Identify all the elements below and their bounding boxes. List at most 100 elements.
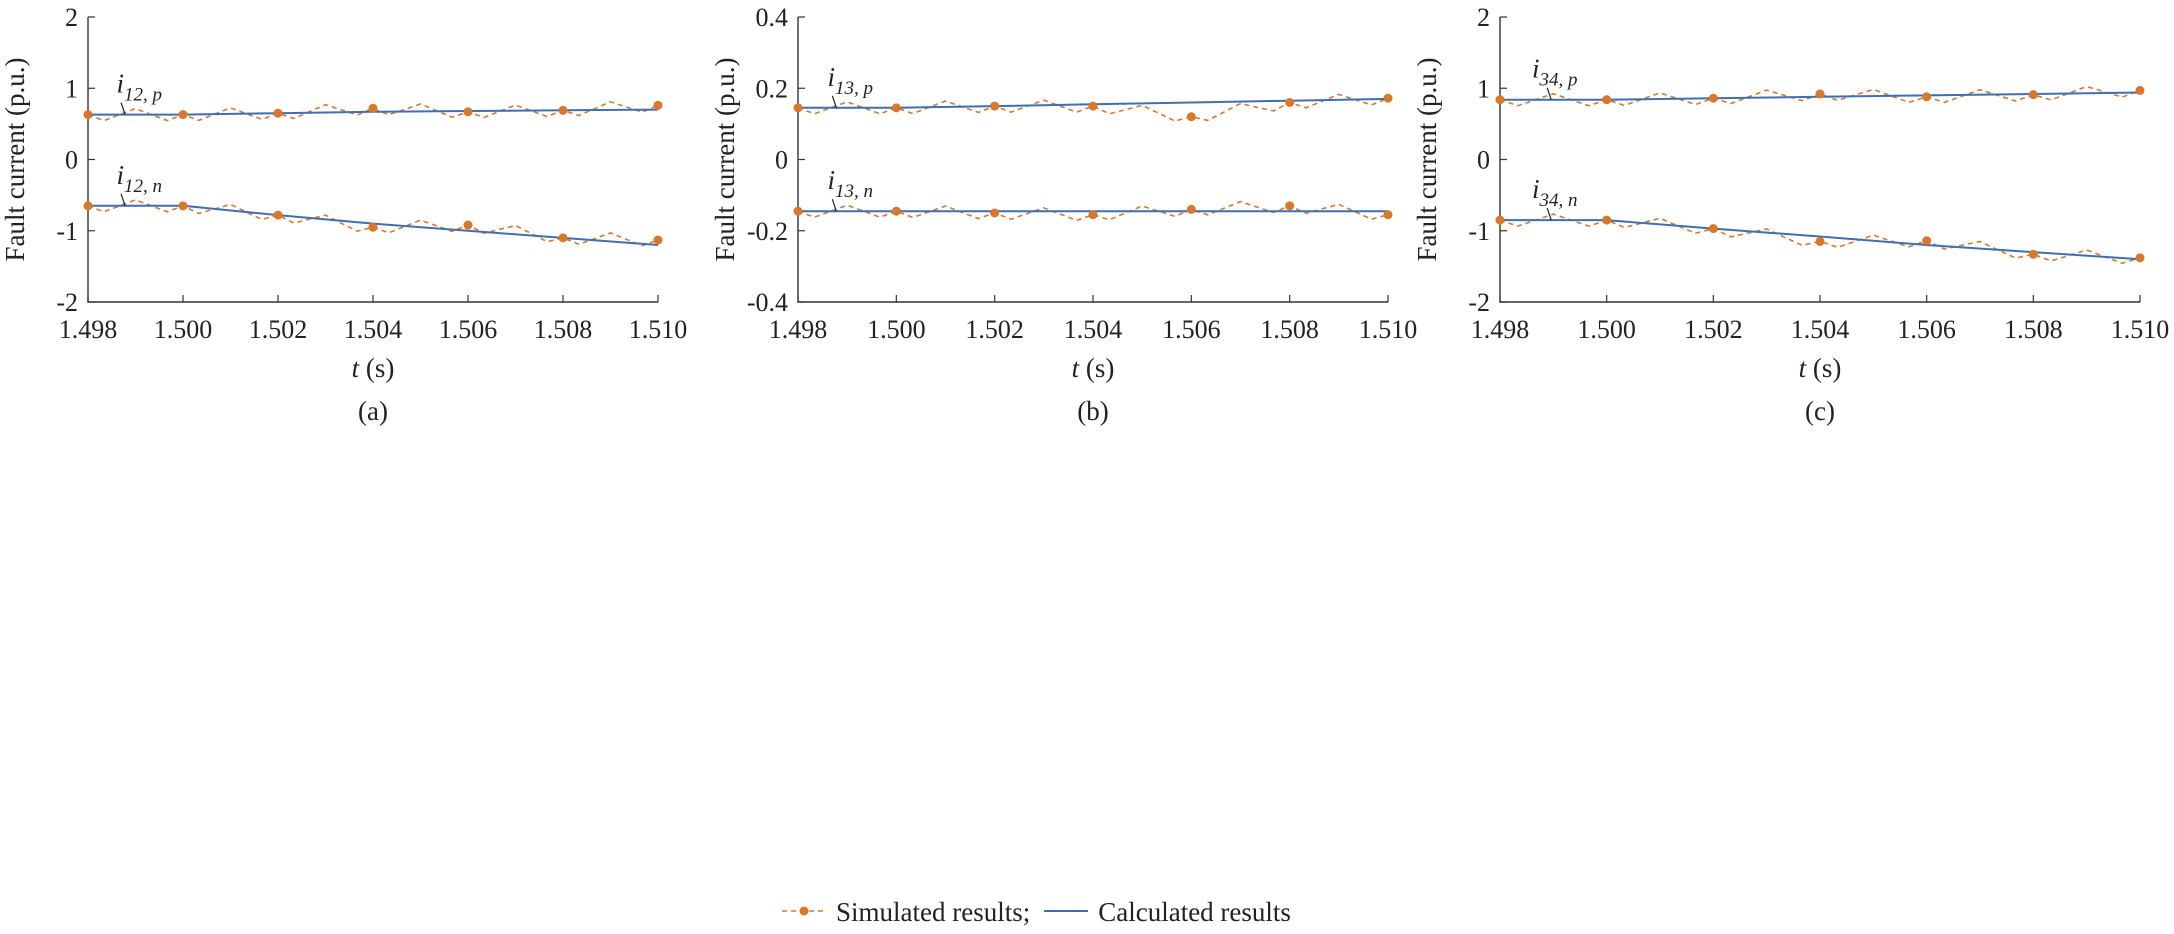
- y-tick-label: 0: [1477, 146, 1490, 175]
- simulated-point: [1708, 93, 1718, 103]
- simulated-point: [1186, 204, 1196, 214]
- x-axis-label: t (s): [1072, 353, 1115, 383]
- simulated-point: [793, 206, 803, 216]
- panel-caption: (b): [1077, 396, 1108, 426]
- x-tick-label: 1.502: [965, 315, 1024, 344]
- x-tick-label: 1.500: [867, 315, 926, 344]
- simulated-point: [891, 103, 901, 113]
- x-tick-label: 1.506: [1162, 315, 1221, 344]
- x-tick-label: 1.508: [1260, 315, 1319, 344]
- simulated-point: [1495, 95, 1505, 105]
- simulated-point: [1815, 89, 1825, 99]
- y-tick-label: 0.2: [756, 74, 789, 103]
- simulated-point: [558, 233, 568, 243]
- y-tick-label: 1: [1477, 74, 1490, 103]
- simulated-point: [1383, 93, 1393, 103]
- y-tick-label: 1: [65, 74, 78, 103]
- simulated-point: [83, 110, 93, 120]
- x-tick-label: 1.506: [1897, 315, 1956, 344]
- y-tick-label: 0.4: [756, 3, 789, 32]
- x-tick-label: 1.498: [1471, 315, 1530, 344]
- x-tick-label: 1.510: [629, 315, 688, 344]
- curve-label: i12, p: [117, 69, 163, 106]
- simulated-point: [1602, 95, 1612, 105]
- plot-group-b: 0.4 0.2 0 -0.2 -0.41.498 1.500 1.502 1.504 1.506…: [710, 3, 1417, 426]
- label-leader: [120, 193, 126, 207]
- simulated-point: [1495, 215, 1505, 225]
- simulated-point: [1186, 112, 1196, 122]
- y-tick-label: 0: [65, 146, 78, 175]
- y-tick-label: -0.4: [747, 288, 788, 317]
- simulated-point: [990, 101, 1000, 111]
- chart-panel-f: 10-1-2-3-4-51.4981.5001.5021.5041.5061.5…: [0, 0, 2174, 445]
- simulated-point: [793, 103, 803, 113]
- y-tick-label: -2: [1468, 288, 1490, 317]
- y-tick-label: -2: [56, 288, 78, 317]
- x-tick-label: 1.510: [2111, 315, 2170, 344]
- legend-simulated-label: Simulated results;: [836, 896, 1031, 927]
- legend-calculated-label: Calculated results: [1098, 896, 1291, 927]
- y-axis-label: Fault current (p.u.): [0, 58, 30, 262]
- simulated-point: [2135, 253, 2145, 263]
- simulated-point: [653, 235, 663, 245]
- simulated-point: [1088, 101, 1098, 111]
- x-tick-label: 1.506: [439, 315, 498, 344]
- simulated-point: [1815, 236, 1825, 246]
- simulated-point: [1285, 98, 1295, 107]
- simulated-point: [891, 206, 901, 216]
- simulated-point: [273, 210, 283, 220]
- y-tick-label: -1: [1468, 217, 1490, 246]
- x-tick-label: 1.508: [534, 315, 593, 344]
- curve-label: i34, n: [1532, 174, 1578, 211]
- simulated-point: [1088, 210, 1098, 220]
- panel-caption: (c): [1805, 396, 1835, 426]
- x-tick-label: 1.502: [1684, 315, 1743, 344]
- simulated-point: [1602, 215, 1612, 225]
- simulated-point: [2135, 85, 2145, 95]
- x-tick-label: 1.504: [1791, 315, 1850, 344]
- simulated-point: [368, 103, 378, 113]
- y-tick-label: 2: [65, 3, 78, 32]
- chart-panel-c: 2 1 0 -1 -21.498 1.500 1.502 1.504 1.506 1.508 1.5…: [1412, 3, 2169, 426]
- simulated-point: [1922, 236, 1932, 246]
- simulated-point: [83, 201, 93, 211]
- y-axis-label: Fault current (p.u.): [1412, 58, 1442, 262]
- simulated-point: [1922, 92, 1932, 102]
- x-tick-label: 1.500: [1577, 315, 1636, 344]
- simulated-point: [178, 110, 188, 120]
- label-leader: [831, 198, 837, 212]
- plot-group-c: 2 1 0 -1 -21.498 1.500 1.502 1.504 1.506 1.508 1.5…: [1412, 3, 2169, 426]
- x-tick-label: 1.508: [2004, 315, 2063, 344]
- simulated-point: [1383, 210, 1393, 220]
- y-tick-label: 2: [1477, 3, 1490, 32]
- panel-caption: (a): [358, 396, 388, 426]
- plot-group-a: 2 1 0 -1 -21.498 1.500 1.502 1.504 1.506 1.508 1.5…: [0, 3, 687, 426]
- simulated-point: [653, 100, 663, 110]
- y-tick-label: -1: [56, 217, 78, 246]
- simulated-point: [2028, 90, 2038, 100]
- y-tick-label: 0: [775, 146, 788, 175]
- label-leader: [1546, 87, 1552, 100]
- chart-panel-a: 2 1 0 -1 -21.498 1.500 1.502 1.504 1.506 1.508 1.5…: [0, 3, 687, 426]
- x-tick-label: 1.498: [769, 315, 828, 344]
- legend-simulated-swatch: [780, 897, 828, 928]
- simulated-point: [1285, 201, 1295, 211]
- simulated-point: [178, 201, 188, 211]
- x-tick-label: 1.510: [1359, 315, 1418, 344]
- x-tick-label: 1.500: [154, 315, 213, 344]
- chart-panel-b: 0.4 0.2 0 -0.2 -0.41.498 1.500 1.502 1.504 1.506…: [710, 3, 1417, 426]
- simulated-point: [990, 208, 1000, 218]
- x-tick-label: 1.504: [1064, 315, 1123, 344]
- legend: Simulated results; Calculated results: [780, 895, 1291, 929]
- curve-label: i13, p: [828, 62, 874, 99]
- x-axis-label: t (s): [1799, 353, 1842, 383]
- simulated-point: [463, 220, 473, 230]
- y-tick-label: -0.2: [747, 217, 788, 246]
- label-leader: [120, 102, 126, 115]
- simulated-point: [1708, 224, 1718, 234]
- label-leader: [831, 95, 837, 109]
- legend-calculated-swatch: [1042, 897, 1090, 928]
- x-tick-label: 1.504: [344, 315, 403, 344]
- simulated-point: [368, 222, 378, 232]
